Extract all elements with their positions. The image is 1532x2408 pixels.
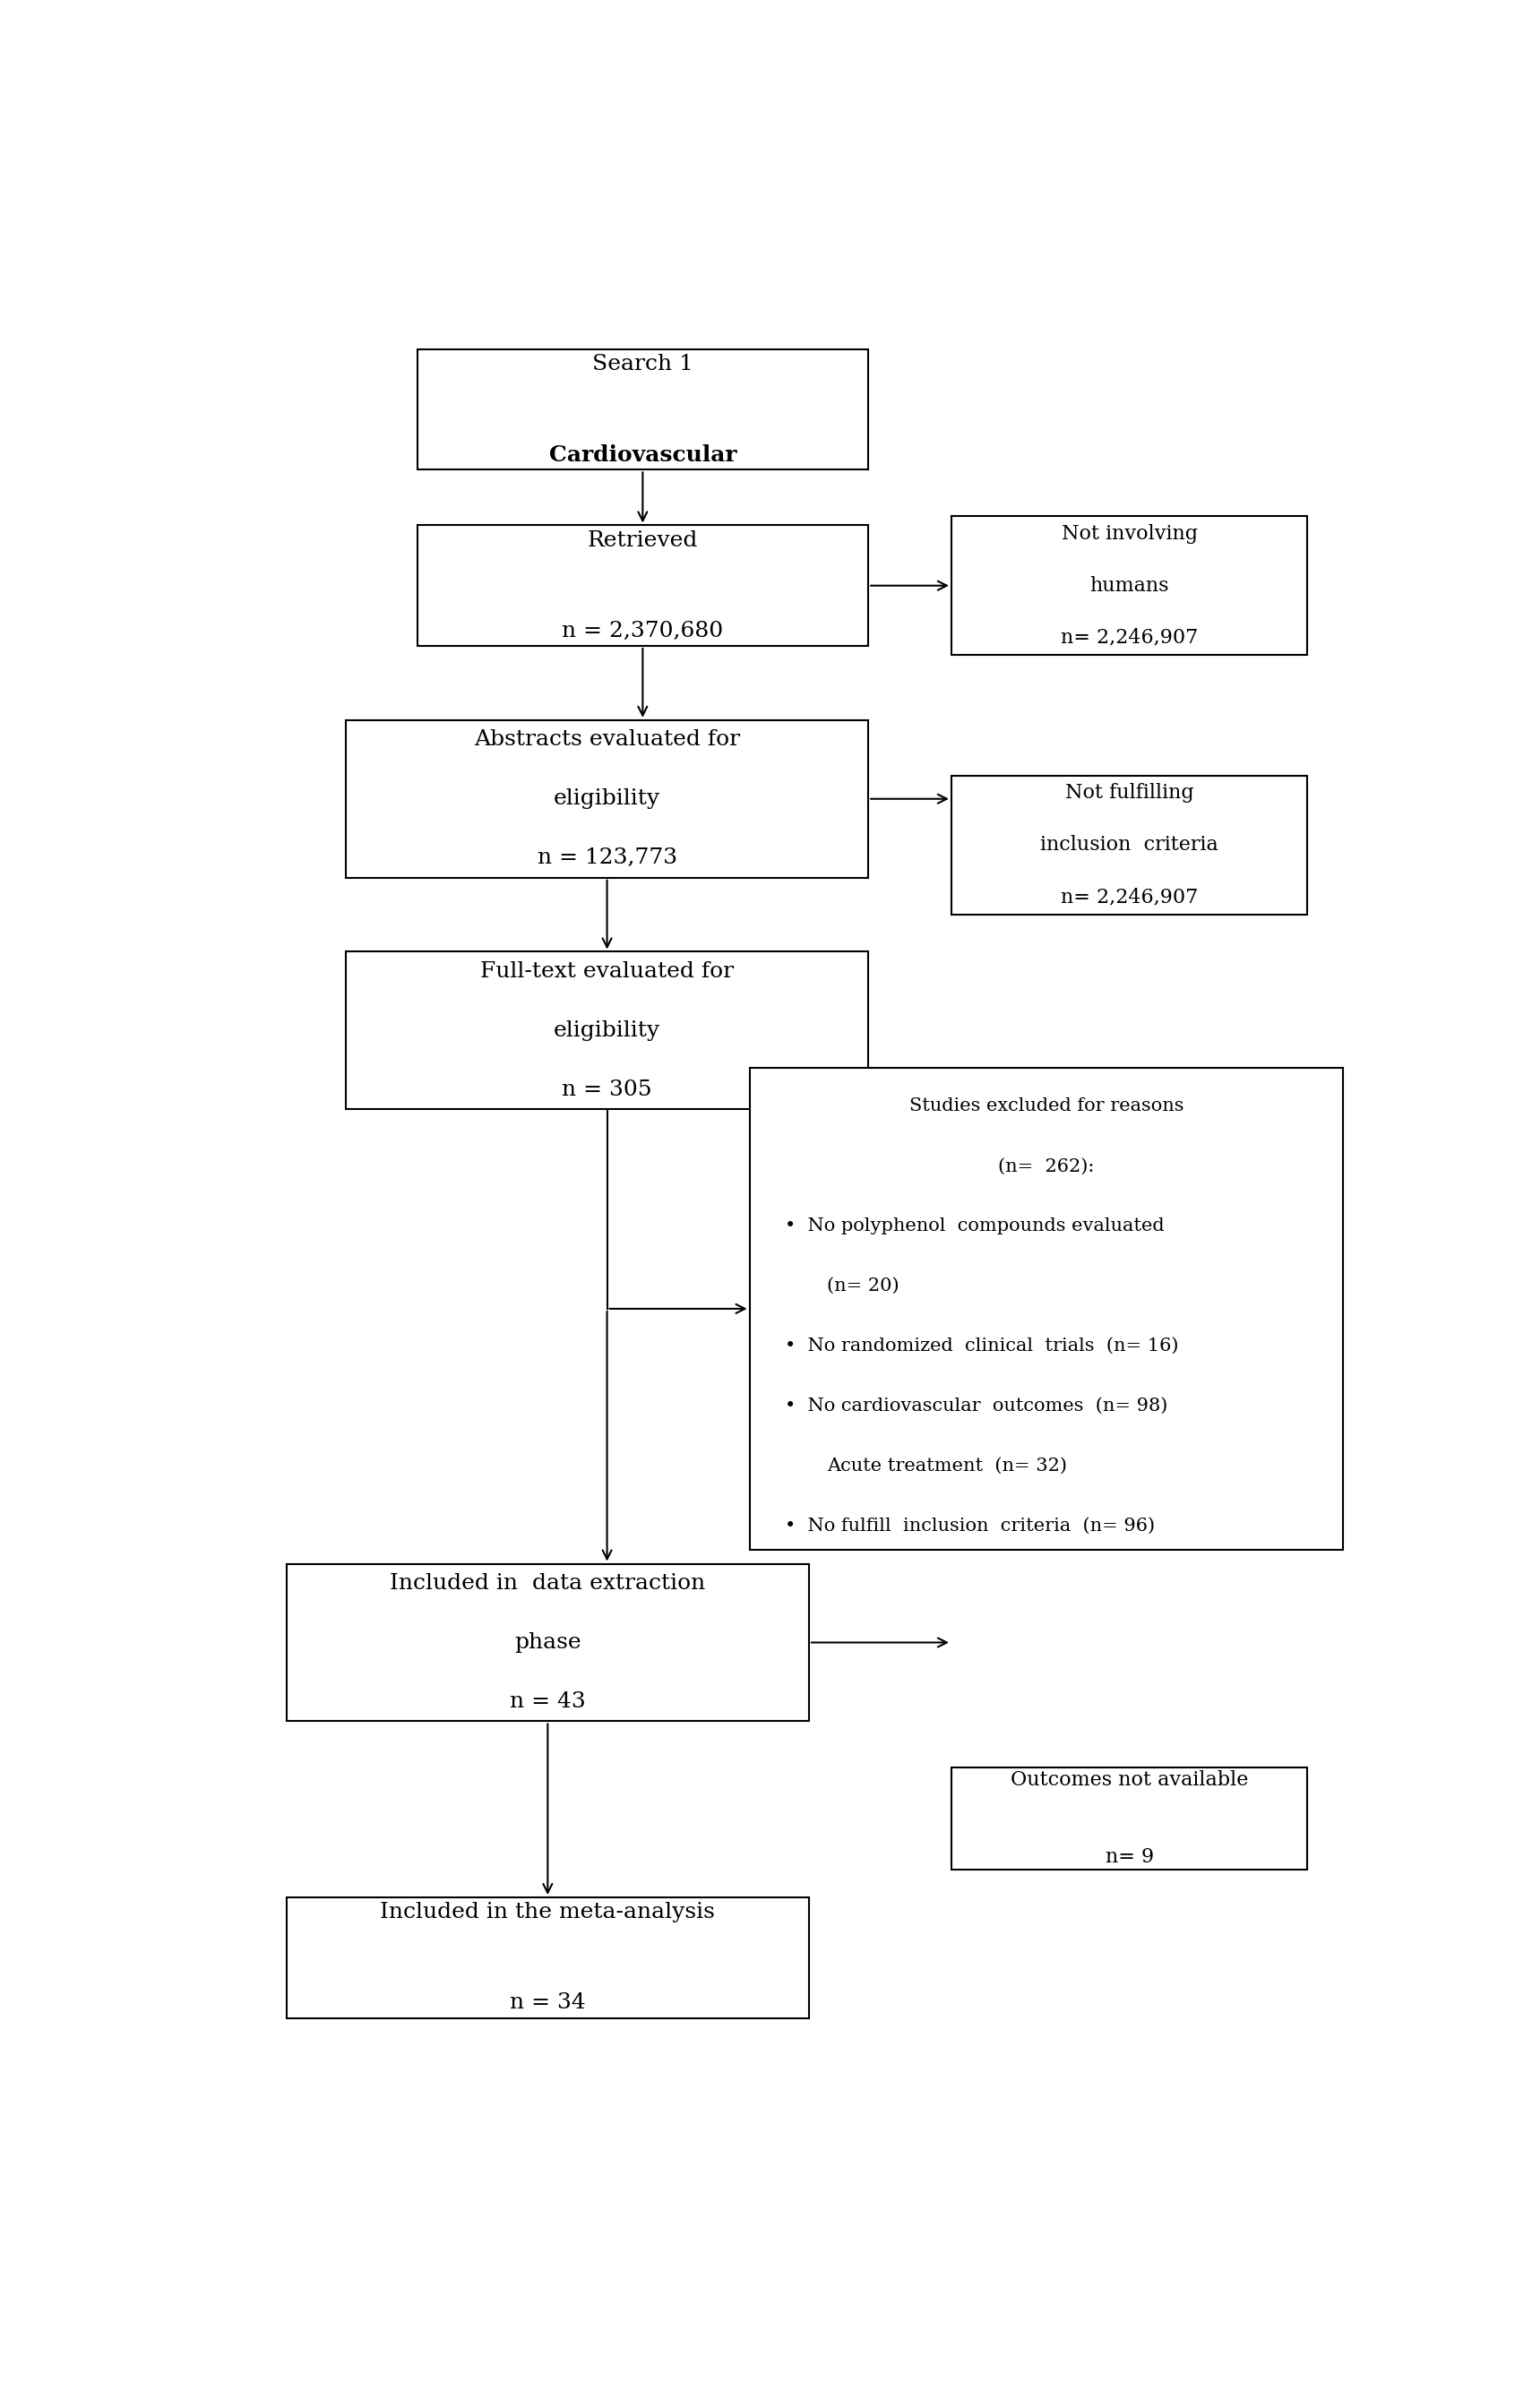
Text: Included in the meta-analysis: Included in the meta-analysis — [380, 1902, 715, 1924]
Text: Search 1: Search 1 — [591, 354, 694, 376]
Text: inclusion  criteria: inclusion criteria — [1040, 836, 1218, 855]
Bar — [286, 1898, 809, 2018]
Text: n= 2,246,907: n= 2,246,907 — [1060, 889, 1198, 908]
Text: •  No polyphenol  compounds evaluated: • No polyphenol compounds evaluated — [784, 1218, 1164, 1235]
Bar — [951, 775, 1308, 915]
Text: Not involving: Not involving — [1062, 523, 1198, 544]
Text: humans: humans — [1089, 576, 1169, 595]
Text: n = 43: n = 43 — [510, 1690, 585, 1712]
Bar — [749, 1067, 1344, 1551]
Bar — [346, 951, 869, 1110]
Text: eligibility: eligibility — [553, 1021, 660, 1040]
Text: Cardiovascular: Cardiovascular — [548, 443, 737, 465]
Bar — [951, 515, 1308, 655]
Text: n = 123,773: n = 123,773 — [538, 848, 677, 869]
Text: phase: phase — [515, 1633, 581, 1652]
Text: Not fulfilling: Not fulfilling — [1065, 783, 1193, 802]
Text: Studies excluded for reasons: Studies excluded for reasons — [908, 1098, 1184, 1115]
Text: Full-text evaluated for: Full-text evaluated for — [480, 961, 734, 982]
Text: n = 305: n = 305 — [562, 1079, 653, 1100]
Text: eligibility: eligibility — [553, 787, 660, 809]
Text: (n=  262):: (n= 262): — [999, 1158, 1094, 1175]
Text: •  No cardiovascular  outcomes  (n= 98): • No cardiovascular outcomes (n= 98) — [784, 1397, 1167, 1413]
Bar — [417, 349, 869, 470]
Text: Outcomes not available: Outcomes not available — [1011, 1770, 1249, 1789]
Text: (n= 20): (n= 20) — [827, 1279, 899, 1296]
Text: •  No fulfill  inclusion  criteria  (n= 96): • No fulfill inclusion criteria (n= 96) — [784, 1517, 1155, 1534]
Text: Retrieved: Retrieved — [587, 530, 699, 551]
Bar — [286, 1563, 809, 1722]
Bar — [417, 525, 869, 645]
Text: n = 2,370,680: n = 2,370,680 — [562, 621, 723, 641]
Text: Abstracts evaluated for: Abstracts evaluated for — [473, 730, 740, 749]
Text: Included in  data extraction: Included in data extraction — [391, 1572, 705, 1594]
Bar — [951, 1767, 1308, 1869]
Text: n = 34: n = 34 — [510, 1991, 585, 2013]
Bar — [346, 720, 869, 877]
Text: •  No randomized  clinical  trials  (n= 16): • No randomized clinical trials (n= 16) — [784, 1336, 1180, 1353]
Text: Acute treatment  (n= 32): Acute treatment (n= 32) — [827, 1457, 1066, 1474]
Text: n= 9: n= 9 — [1105, 1847, 1154, 1866]
Text: n= 2,246,907: n= 2,246,907 — [1060, 628, 1198, 648]
